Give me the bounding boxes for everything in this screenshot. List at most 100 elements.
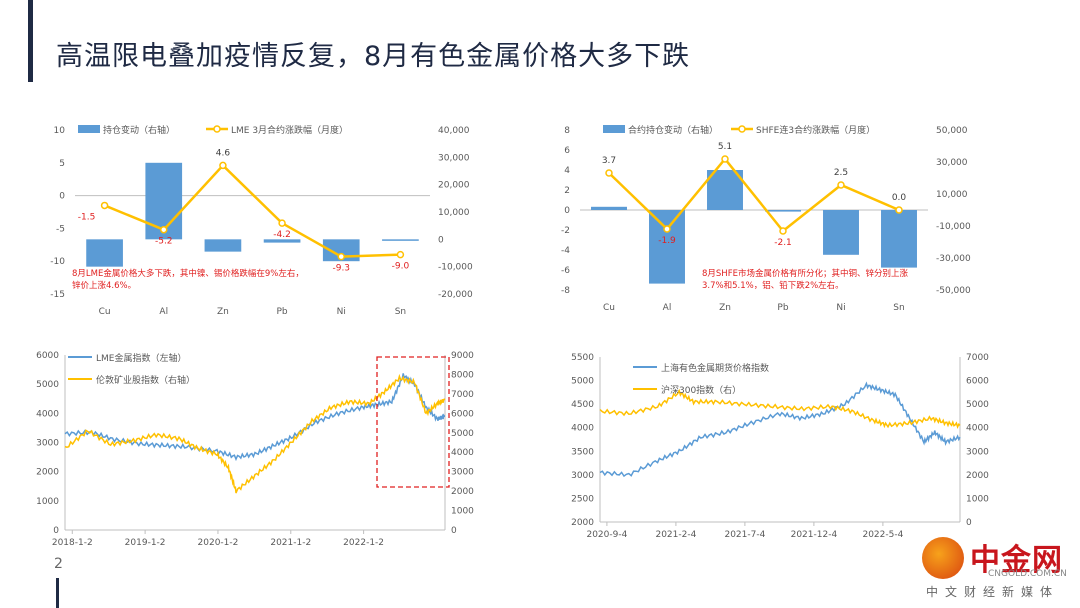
y-right-tick-label: 9000 [451,351,474,361]
logo-emblem-icon [922,537,964,579]
y-left-tick-label: 0 [53,526,59,536]
series-line [64,373,446,462]
bar-Pb [263,239,301,243]
x-tick-label: 2021-2-4 [655,530,696,540]
y-left-tick-label: -8 [561,286,570,296]
legend-label: 上海有色金属期货价格指数 [661,362,769,374]
line-point [895,206,903,214]
y-right-tick-label: -30,000 [936,254,971,264]
y-right-tick-label: 50,000 [936,126,968,136]
y-left-tick-label: 1000 [36,497,59,507]
series-line [599,381,961,478]
y-right-tick-label: 5000 [966,400,989,410]
y-left-tick-label: 2 [564,186,570,196]
annotation-text: 8月SHFE市场金属价格有所分化；其中铜、锌分别上涨 [702,268,908,279]
y-left-tick-label: 8 [564,126,570,136]
y-right-tick-label: 7000 [451,390,474,400]
y-right-tick-label: 6000 [451,409,474,419]
line-point [721,155,729,163]
y-left-tick-label: 5000 [36,380,59,390]
category-label: Pb [277,307,288,317]
category-label: Sn [893,303,904,313]
line-point [278,219,286,227]
y-left-tick-label: 0 [564,206,570,216]
data-label: -1.5 [78,212,96,222]
y-right-tick-label: 10,000 [936,190,968,200]
x-tick-label: 2019-1-2 [125,538,166,548]
footer-accent-bar [56,578,59,608]
legend-swatch-bars [603,125,625,133]
bar-Sn [881,210,917,268]
y-right-tick-label: 20,000 [438,181,470,191]
x-tick-label: 2022-1-2 [343,538,384,548]
category-label: Zn [217,307,229,317]
site-logo: 中金网 CNGOLD.COM.CN 中文财经新媒体 [918,533,1078,605]
y-right-tick-label: 0 [451,526,457,536]
y-left-tick-label: -5 [56,224,65,234]
data-label: -4.2 [273,230,291,240]
y-left-tick-label: -6 [561,266,570,276]
lme-index-chart: 6000500040003000200010000900080007000600… [36,351,474,548]
legend-label: 伦敦矿业股指数（右轴） [96,374,195,386]
data-label: 2.5 [834,168,848,178]
category-label: Cu [603,303,615,313]
y-left-tick-label: 6000 [36,351,59,361]
y-left-tick-label: 5 [59,159,65,169]
y-right-tick-label: 8000 [451,370,474,380]
y-left-tick-label: 4000 [571,424,594,434]
line-point [837,181,845,189]
y-left-tick-label: -10 [50,257,65,267]
x-tick-label: 2021-7-4 [724,530,765,540]
y-right-tick-label: 6000 [966,377,989,387]
data-label: -1.9 [658,236,676,246]
data-label: -9.3 [332,264,350,274]
y-left-tick-label: -4 [561,246,570,256]
bar-Pb [765,210,801,212]
bar-Cu [86,239,123,267]
y-left-tick-label: 5500 [571,353,594,363]
highlight-box [376,356,450,488]
x-tick-label: 2021-12-4 [791,530,838,540]
legend-marker [738,125,746,133]
category-label: Al [663,303,672,313]
line-point [396,250,405,259]
bar-Zn [707,170,743,210]
data-label: -5.2 [155,237,173,247]
x-tick-label: 2020-1-2 [198,538,239,548]
y-left-tick-label: -2 [561,226,570,236]
y-right-tick-label: 40,000 [438,126,470,136]
data-label: -2.1 [774,238,792,248]
x-tick-label: 2018-1-2 [52,538,93,548]
y-right-tick-label: -20,000 [438,290,473,300]
series-line [64,373,446,494]
logo-tagline: 中文财经新媒体 [926,585,1060,599]
legend-label: 合约持仓变动（右轴） [628,124,718,136]
y-right-tick-label: 3000 [966,447,989,457]
change-line [104,163,401,258]
legend-swatch-bars [78,125,100,133]
bar-Sn [382,239,419,241]
y-right-tick-label: -10,000 [438,263,473,273]
legend-label: SHFE连3合约涨跌幅（月度） [756,124,875,136]
y-right-tick-label: -50,000 [936,286,971,296]
page-title: 高温限电叠加疫情反复，8月有色金属价格大多下跌 [56,41,691,72]
bar-Ni [823,210,859,255]
bar-Cu [591,206,627,210]
y-left-tick-label: 10 [54,126,66,136]
category-label: Al [159,307,168,317]
category-label: Ni [337,307,346,317]
y-left-tick-label: 2500 [571,494,594,504]
y-right-tick-label: 3000 [451,468,474,478]
y-left-tick-label: 2000 [36,468,59,478]
category-label: Ni [836,303,845,313]
y-left-tick-label: 3000 [571,471,594,481]
y-right-tick-label: 0 [438,235,444,245]
legend-marker [213,125,221,133]
bar-Al [649,210,685,284]
legend-label: LME 3月合约涨跌幅（月度） [231,124,348,136]
y-left-tick-label: 6 [564,146,570,156]
shfe-change-chart: 8 6 4 2 0 -2 -4 -6 -8 50,000 30,000 10,000 -10,000 -3… [561,124,971,313]
y-left-tick-label: 3000 [36,439,59,449]
y-left-tick-label: 4500 [571,400,594,410]
y-right-tick-label: 4000 [966,424,989,434]
